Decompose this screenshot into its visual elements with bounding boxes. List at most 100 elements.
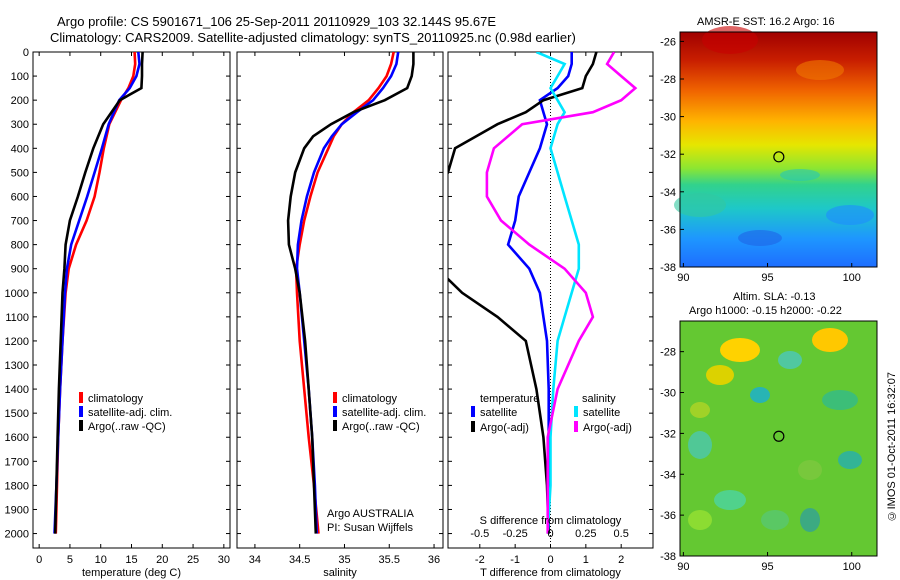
sst-patch: [826, 205, 874, 225]
legend-label-2: Argo(..raw -QC): [342, 421, 420, 433]
x-tick-label: 30: [218, 554, 230, 566]
series-line-0: [294, 52, 395, 534]
x-tick-label: 5: [67, 554, 73, 566]
sla-patch: [838, 451, 862, 469]
x-tick-label: 25: [187, 554, 199, 566]
sst-map-title: AMSR-E SST: 16.2 Argo: 16: [697, 16, 835, 28]
legend-label-0: climatology: [342, 393, 398, 405]
s-axis-label: S difference from climatology: [480, 515, 622, 527]
sst-patch: [796, 60, 844, 80]
depth-tick-label: 2000: [5, 529, 29, 541]
s-tick-label: 0.25: [575, 528, 596, 540]
x-axis-label: salinity: [323, 567, 357, 579]
sla-patch: [750, 387, 770, 403]
map-x-tick-label: 100: [843, 272, 861, 284]
legend-swatch-3: [574, 421, 578, 432]
s-tick-label: 0: [547, 528, 553, 540]
sla-patch: [720, 338, 760, 362]
map-y-tick-label: -38: [660, 262, 676, 274]
legend-label-1: satellite-adj. clim.: [342, 407, 426, 419]
map-y-tick-label: -32: [660, 149, 676, 161]
legend-label-3: Argo(-adj): [583, 422, 632, 434]
legend-swatch-0: [471, 406, 475, 417]
x-tick-label: 0: [36, 554, 42, 566]
sla-patch: [822, 390, 858, 410]
map-y-tick-label: -30: [660, 388, 676, 400]
x-tick-label: 35.5: [379, 554, 400, 566]
x-tick-label: -2: [475, 554, 485, 566]
legend-label-1: satellite-adj. clim.: [88, 407, 172, 419]
map-x-tick-label: 95: [761, 272, 773, 284]
legend-swatch-2: [574, 406, 578, 417]
map-y-tick-label: -28: [660, 74, 676, 86]
argo-location-marker: [773, 151, 785, 163]
sla-patch: [798, 460, 822, 480]
s-tick-label: 0.5: [614, 528, 629, 540]
series-line-3: [485, 52, 638, 534]
depth-tick-label: 400: [11, 143, 29, 155]
sst-patch: [674, 193, 726, 217]
depth-tick-label: 1800: [5, 480, 29, 492]
sst-field: [680, 32, 877, 267]
x-tick-label: -1: [510, 554, 520, 566]
depth-tick-label: 700: [11, 216, 29, 228]
map-y-tick-label: -30: [660, 112, 676, 124]
x-axis-label: T difference from climatology: [480, 567, 621, 579]
x-tick-label: 10: [95, 554, 107, 566]
sla-patch: [812, 328, 848, 352]
sla-patch: [714, 490, 746, 510]
sst-patch: [702, 26, 758, 54]
legend-label-2: Argo(..raw -QC): [88, 421, 166, 433]
sst-patch: [738, 230, 782, 246]
sla-patch: [688, 431, 712, 459]
argo-location-marker: [773, 430, 785, 442]
s-tick-label: -0.5: [470, 528, 489, 540]
series-group: [448, 52, 638, 548]
depth-tick-label: 1300: [5, 360, 29, 372]
map-y-tick-label: -36: [660, 510, 676, 522]
sla-map-title-2: Argo h1000: -0.15 h2000: -0.22: [689, 305, 842, 317]
x-tick-label: 34.5: [289, 554, 310, 566]
depth-tick-label: 1100: [5, 312, 29, 324]
depth-tick-label: 0: [23, 47, 29, 59]
depth-tick-label: 900: [11, 264, 29, 276]
x-tick-label: 36: [428, 554, 440, 566]
series-line-2: [286, 52, 415, 534]
depth-tick-label: 200: [11, 95, 29, 107]
legend-swatch-1: [471, 421, 475, 432]
header-line-2: Climatology: CARS2009. Satellite-adjuste…: [50, 30, 576, 45]
x-tick-label: 1: [583, 554, 589, 566]
s-tick-label: -0.25: [503, 528, 528, 540]
series-group: [286, 52, 415, 534]
map-y-tick-label: -26: [660, 36, 676, 48]
legend-label-0: climatology: [88, 393, 144, 405]
series-line-1: [448, 52, 598, 534]
map-y-tick-label: -38: [660, 551, 676, 563]
x-tick-label: 2: [618, 554, 624, 566]
series-line-2: [535, 52, 581, 534]
legend-group-temperature: temperature: [480, 393, 539, 405]
legend-swatch-2: [333, 420, 337, 431]
float-program-label: Argo AUSTRALIA: [327, 508, 414, 520]
legend-swatch-2: [79, 420, 83, 431]
map-x-tick-label: 90: [677, 272, 689, 284]
sla-patch: [688, 510, 712, 530]
x-tick-label: 34: [249, 554, 261, 566]
depth-tick-label: 1500: [5, 408, 29, 420]
legend-swatch-0: [333, 392, 337, 403]
legend-swatch-1: [79, 406, 83, 417]
depth-tick-label: 300: [11, 119, 29, 131]
sla-patch: [800, 508, 820, 532]
legend-label-1: Argo(-adj): [480, 422, 529, 434]
map-y-tick-label: -34: [660, 187, 676, 199]
map-x-tick-label: 95: [761, 561, 773, 573]
series-line-2: [53, 52, 144, 534]
plot-frame-1: [236, 51, 444, 549]
map-y-tick-label: -28: [660, 347, 676, 359]
legend-label-0: satellite: [480, 407, 517, 419]
depth-tick-label: 800: [11, 240, 29, 252]
depth-tick-label: 500: [11, 167, 29, 179]
x-axis-label: temperature (deg C): [82, 567, 181, 579]
series-line-0: [506, 52, 574, 534]
